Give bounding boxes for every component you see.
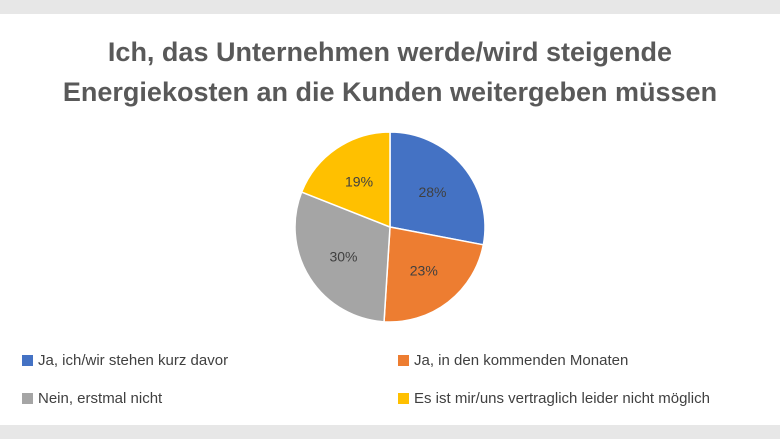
chart-title: Ich, das Unternehmen werde/wird steigend… [0, 32, 780, 112]
data-label: 19% [345, 173, 373, 189]
legend-swatch [398, 355, 409, 366]
chart-title-line-2: Energiekosten an die Kunden weitergeben … [62, 77, 718, 107]
slice-ja-kurz-davor [389, 131, 486, 246]
data-label: 23% [410, 263, 438, 279]
chart-title-line-1: Ich, das Unternehmen werde/wird steigend… [107, 37, 673, 67]
slice-nein-erstmal-nicht [294, 191, 391, 323]
legend-item-ja-kurz-davor: Ja, ich/wir stehen kurz davor [22, 352, 228, 369]
legend-item-vertraglich-nicht-moeglich: Es ist mir/uns vertraglich leider nicht … [398, 390, 710, 407]
legend-swatch [22, 393, 33, 404]
legend-swatch [22, 355, 33, 366]
data-label: 30% [329, 249, 357, 265]
legend-label: Ja, ich/wir stehen kurz davor [38, 352, 229, 369]
legend-label: Nein, erstmal nicht [38, 390, 163, 407]
slice-vertraglich-nicht-moeglich [300, 131, 391, 229]
data-label: 28% [418, 184, 446, 200]
chart-card: Ich, das Unternehmen werde/wird steigend… [0, 14, 780, 425]
legend-label: Ja, in den kommenden Monaten [414, 352, 629, 369]
legend-swatch [398, 393, 409, 404]
legend-label: Es ist mir/uns vertraglich leider nicht … [414, 390, 710, 407]
pie-chart: 28% 23% 30% 19% [294, 131, 486, 323]
slice-ja-kommende-monate [383, 226, 485, 323]
legend-item-ja-kommende-monate: Ja, in den kommenden Monaten [398, 352, 628, 369]
legend-item-nein-erstmal-nicht: Nein, erstmal nicht [22, 390, 162, 407]
